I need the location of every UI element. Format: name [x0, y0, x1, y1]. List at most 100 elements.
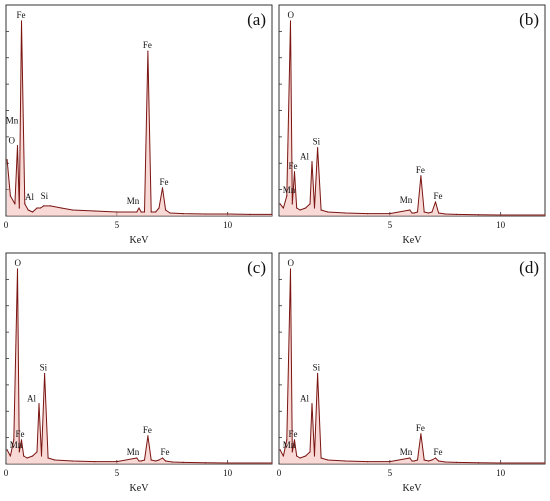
spectrum-point — [367, 461, 369, 463]
spectrum-point — [500, 462, 502, 464]
spectrum-point — [9, 195, 11, 197]
spectrum-point — [289, 20, 292, 22]
spectrum-point — [26, 457, 28, 459]
spectrum-point — [291, 451, 293, 453]
spectrum-point — [140, 211, 142, 213]
spectrum-point — [438, 460, 440, 462]
spectrum-point — [420, 175, 422, 177]
spectrum-point — [344, 212, 347, 214]
spectrum-point — [320, 209, 322, 211]
spectrum-point — [18, 451, 20, 453]
peak-label-o: O — [288, 10, 295, 20]
panel-label: (c) — [247, 258, 266, 277]
spectrum-point — [227, 213, 229, 215]
spectrum-point — [161, 457, 164, 459]
spectrum-point — [428, 460, 430, 462]
spectrum-point — [14, 203, 16, 205]
spectrum-point — [500, 214, 502, 216]
spectrum-point — [271, 213, 273, 215]
x-tick-label: 5 — [115, 468, 120, 478]
panel-label: (a) — [247, 10, 266, 29]
peak-label-al: Al — [300, 394, 309, 404]
peak-label-fe: Fe — [16, 429, 25, 439]
x-axis-label: KeV — [130, 483, 150, 494]
spectrum-point — [150, 211, 152, 213]
spectrum-point — [327, 211, 329, 213]
spectrum-point — [9, 455, 11, 457]
spectrum-point — [423, 211, 425, 213]
spectrum-point — [544, 462, 546, 464]
spectrum-point — [282, 455, 284, 457]
spectrum-point — [44, 373, 46, 375]
peak-label-fe: Fe — [289, 161, 298, 171]
spectrum-point — [411, 212, 413, 214]
spectrum-point — [6, 159, 8, 161]
x-tick-label: 10 — [496, 220, 506, 230]
peak-label-fe: Fe — [143, 425, 152, 435]
spectrum-point — [477, 462, 480, 464]
peak-label-o: O — [15, 258, 22, 268]
spectrum-point — [320, 457, 322, 459]
spectrum-point — [327, 459, 329, 461]
peak-label-mn: Mn — [127, 447, 140, 457]
x-tick-label: 5 — [388, 468, 393, 478]
spectrum-point — [444, 213, 446, 215]
spectrum-point — [293, 171, 296, 173]
peak-label-fe: Fe — [143, 40, 152, 50]
spectrum-point — [165, 460, 167, 462]
spectrum-point — [299, 209, 301, 211]
spectrum-point — [20, 20, 23, 22]
spectrum-point — [94, 210, 96, 212]
peak-label-fe: Fe — [289, 429, 298, 439]
spectrum-point — [155, 460, 157, 462]
spectrum-point — [428, 212, 430, 214]
spectrum-point — [140, 460, 142, 462]
spectrum-point — [309, 203, 311, 205]
spectrum-point — [279, 449, 281, 451]
panel-label: (b) — [519, 10, 539, 29]
spectrum-point — [286, 195, 288, 197]
spectrum-point — [71, 209, 74, 211]
spectrum-point — [413, 212, 415, 214]
spectrum-point — [40, 455, 43, 457]
spectrum-point — [305, 455, 307, 457]
spectrum-point — [289, 268, 292, 270]
x-tick-label: 0 — [277, 468, 282, 478]
spectrum-point — [143, 459, 146, 461]
spectrum-point — [434, 201, 437, 203]
spectrum-point — [411, 460, 413, 462]
spectrum-point — [182, 213, 184, 215]
spectrum-point — [317, 373, 319, 375]
spectrum-point — [389, 213, 391, 215]
peak-label-fe: Fe — [434, 191, 443, 201]
peak-label-fe: Fe — [416, 165, 425, 175]
peak-label-o: O — [9, 136, 16, 146]
spectrum-point — [291, 203, 293, 205]
x-tick-label: 10 — [496, 468, 506, 478]
spectrum-point — [47, 457, 49, 459]
peak-label-mn: Mn — [400, 447, 413, 457]
spectrum-line — [279, 20, 545, 216]
spectrum-point — [116, 211, 118, 213]
peak-label-o: O — [288, 258, 295, 268]
spectrum-point — [416, 211, 419, 213]
peak-label-mn: Mn — [127, 196, 140, 206]
spectrum-point — [204, 213, 207, 215]
spectrum-point — [24, 203, 26, 205]
spectrum-point — [147, 435, 149, 437]
spectrum-point — [434, 457, 437, 459]
peak-label-al: Al — [25, 192, 34, 202]
peak-label-fe: Fe — [161, 447, 170, 457]
x-tick-label: 5 — [388, 220, 393, 230]
spectrum-point — [409, 457, 411, 459]
spectrum-point — [143, 211, 146, 213]
spectrum-point — [309, 451, 311, 453]
spectrum-point — [147, 50, 149, 52]
spectrum-point — [116, 461, 118, 463]
spectrum-point — [296, 455, 298, 457]
peak-label-si: Si — [41, 191, 49, 201]
spectrum-point — [286, 439, 288, 441]
spectrum-point — [54, 459, 56, 461]
spectrum-point — [182, 461, 184, 463]
